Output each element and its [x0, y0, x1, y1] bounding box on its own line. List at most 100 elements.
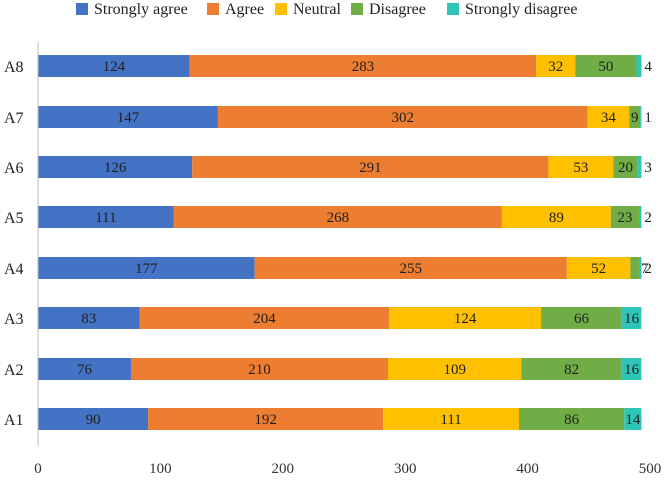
bar-segment-a5-agree [173, 206, 502, 228]
data-label-a8-strongly-agree: 124 [103, 59, 126, 75]
data-label-a3-strongly-disagree: 16 [624, 311, 640, 327]
legend-swatch-disagree [351, 3, 363, 15]
category-label-a7: A7 [4, 110, 24, 127]
bar-segment-a2-agree [131, 358, 389, 380]
bar-segment-a2-disagree [521, 358, 622, 380]
data-label-a6-strongly-disagree: 3 [644, 160, 652, 176]
legend-label-disagree: Disagree [369, 1, 426, 18]
axes: A1 A2 A3 A4 A5 A6 A7 A8 0 100 200 300 400 500 [4, 42, 661, 477]
bar-segment-a5-strongly-disagree [638, 206, 642, 228]
bar-segment-a8-disagree [575, 55, 637, 77]
x-tick-label-400: 400 [516, 461, 539, 477]
data-label-a4-neutral: 52 [591, 261, 606, 277]
category-label-a2: A2 [4, 362, 24, 379]
bar-segment-a8-neutral [536, 55, 576, 77]
data-label-a4-strongly-agree: 177 [135, 261, 158, 277]
bar-segment-a8-strongly-disagree [636, 55, 642, 77]
bar-segment-a8-strongly-agree [38, 55, 190, 77]
bar-segment-a7-agree [217, 106, 588, 128]
bar-segment-a3-neutral [389, 307, 542, 329]
bar-segment-a4-strongly-disagree [638, 257, 642, 279]
data-label-a1-strongly-agree: 90 [86, 412, 101, 428]
bar-segment-a4-disagree [630, 257, 639, 279]
data-label-a8-disagree: 50 [598, 59, 613, 75]
data-label-a8-strongly-disagree: 4 [644, 59, 652, 75]
legend-swatch-neutral [275, 3, 287, 15]
data-label-a5-disagree: 23 [617, 210, 632, 226]
data-label-a5-neutral: 89 [549, 210, 564, 226]
bar-segment-a1-disagree [519, 408, 625, 430]
data-label-a6-neutral: 53 [573, 160, 588, 176]
data-label-a6-strongly-agree: 126 [104, 160, 127, 176]
x-tick-label-200: 200 [272, 461, 295, 477]
x-tick-label-0: 0 [34, 461, 42, 477]
data-label-a8-neutral: 32 [548, 59, 563, 75]
data-label-a3-strongly-agree: 83 [81, 311, 96, 327]
bar-segment-a4-agree [254, 257, 567, 279]
category-label-a5: A5 [4, 210, 24, 227]
category-label-a8: A8 [4, 59, 24, 76]
legend-label-agree: Agree [225, 1, 264, 18]
bar-segment-a7-neutral [587, 106, 630, 128]
bar-segment-a6-disagree [613, 156, 638, 178]
data-label-a2-disagree: 82 [564, 362, 579, 378]
data-label-a4-strongly-disagree: 2 [644, 261, 652, 277]
bar-segment-a1-strongly-agree [38, 408, 149, 430]
data-label-a4-disagree: 7 [641, 261, 649, 277]
bar-segment-a4-strongly-agree [38, 257, 255, 279]
bar-segment-a2-strongly-disagree [621, 358, 642, 380]
bar-segment-a3-disagree [541, 307, 622, 329]
data-label-a3-agree: 204 [253, 311, 276, 327]
bar-segment-a3-strongly-agree [38, 307, 140, 329]
category-label-a4: A4 [4, 261, 24, 278]
bar-segment-a3-strongly-disagree [621, 307, 642, 329]
bar-segment-a1-strongly-disagree [624, 408, 642, 430]
data-label-a3-neutral: 124 [454, 311, 477, 327]
data-label-a3-disagree: 66 [574, 311, 590, 327]
legend-swatch-strongly-agree [76, 3, 88, 15]
data-label-a1-disagree: 86 [564, 412, 580, 428]
bar-segment-a5-disagree [610, 206, 639, 228]
data-label-a7-neutral: 34 [601, 110, 617, 126]
data-label-a5-strongly-agree: 111 [95, 210, 116, 226]
data-label-a5-strongly-disagree: 2 [644, 210, 652, 226]
bar-segment-a6-agree [192, 156, 549, 178]
category-label-a1: A1 [4, 412, 24, 429]
bar-segment-a7-strongly-agree [38, 106, 218, 128]
data-label-a1-neutral: 111 [440, 412, 461, 428]
legend-swatch-agree [207, 3, 219, 15]
x-tick-label-100: 100 [149, 461, 172, 477]
bar-segment-a2-strongly-agree [38, 358, 132, 380]
data-label-a2-neutral: 109 [444, 362, 467, 378]
legend-label-neutral: Neutral [293, 1, 342, 18]
bar-segment-a4-neutral [566, 257, 631, 279]
bar-segment-a6-neutral [548, 156, 614, 178]
data-label-a5-agree: 268 [327, 210, 350, 226]
data-label-a1-strongly-disagree: 14 [625, 412, 641, 428]
bar-segment-a5-neutral [501, 206, 611, 228]
x-tick-label-300: 300 [394, 461, 417, 477]
bar-segment-a7-disagree [629, 106, 641, 128]
data-label-a1-agree: 192 [254, 412, 277, 428]
data-label-a6-disagree: 20 [618, 160, 633, 176]
bar-segment-a6-strongly-disagree [637, 156, 642, 178]
data-label-a2-strongly-disagree: 16 [624, 362, 640, 378]
bar-segment-a8-agree [189, 55, 537, 77]
legend-swatch-strongly-disagree [447, 3, 459, 15]
bar-segment-a2-neutral [388, 358, 522, 380]
category-label-a3: A3 [4, 311, 24, 328]
data-label-a7-strongly-disagree: 1 [644, 110, 652, 126]
bar-segment-a1-agree [148, 408, 384, 430]
data-label-a7-agree: 302 [392, 110, 415, 126]
data-label-a7-strongly-agree: 147 [117, 110, 140, 126]
data-label-a2-agree: 210 [248, 362, 271, 378]
data-label-a7-disagree: 9 [631, 110, 639, 126]
bar-segment-a6-strongly-agree [38, 156, 193, 178]
data-label-a8-agree: 283 [352, 59, 375, 75]
legend: Strongly agree Agree Neutral Disagree Strong… [76, 1, 577, 18]
data-label-a4-agree: 255 [399, 261, 422, 277]
bar-segment-a3-agree [139, 307, 390, 329]
data-label-a2-strongly-agree: 76 [77, 362, 93, 378]
